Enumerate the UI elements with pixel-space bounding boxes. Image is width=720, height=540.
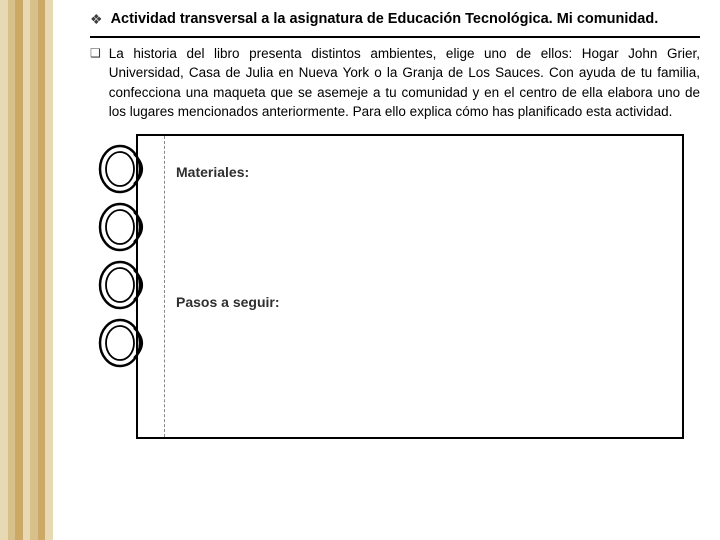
stripe-col	[15, 0, 23, 540]
materials-label: Materiales:	[176, 164, 249, 180]
decorative-stripe	[0, 0, 52, 540]
ring-icon	[96, 316, 152, 370]
ring-icon	[96, 258, 152, 312]
ring-icon	[96, 142, 152, 196]
stripe-col	[45, 0, 53, 540]
square-bullet-icon: ❑	[90, 44, 101, 62]
title-row: ❖ Actividad transversal a la asignatura …	[90, 10, 700, 38]
stripe-col	[8, 0, 16, 540]
activity-title: Actividad transversal a la asignatura de…	[111, 10, 659, 30]
spiral-rings	[96, 142, 152, 374]
stripe-col	[0, 0, 8, 540]
stripe-col	[30, 0, 38, 540]
diamond-bullet-icon: ❖	[90, 10, 103, 28]
notebook-frame: Materiales: Pasos a seguir:	[98, 134, 688, 444]
steps-label: Pasos a seguir:	[176, 294, 280, 310]
activity-description: La historia del libro presenta distintos…	[109, 44, 700, 122]
ring-icon	[96, 200, 152, 254]
body-row: ❑ La historia del libro presenta distint…	[90, 44, 700, 122]
content-area: ❖ Actividad transversal a la asignatura …	[90, 10, 700, 444]
stripe-col	[38, 0, 46, 540]
page-margin-line	[164, 136, 165, 437]
stripe-col	[23, 0, 31, 540]
